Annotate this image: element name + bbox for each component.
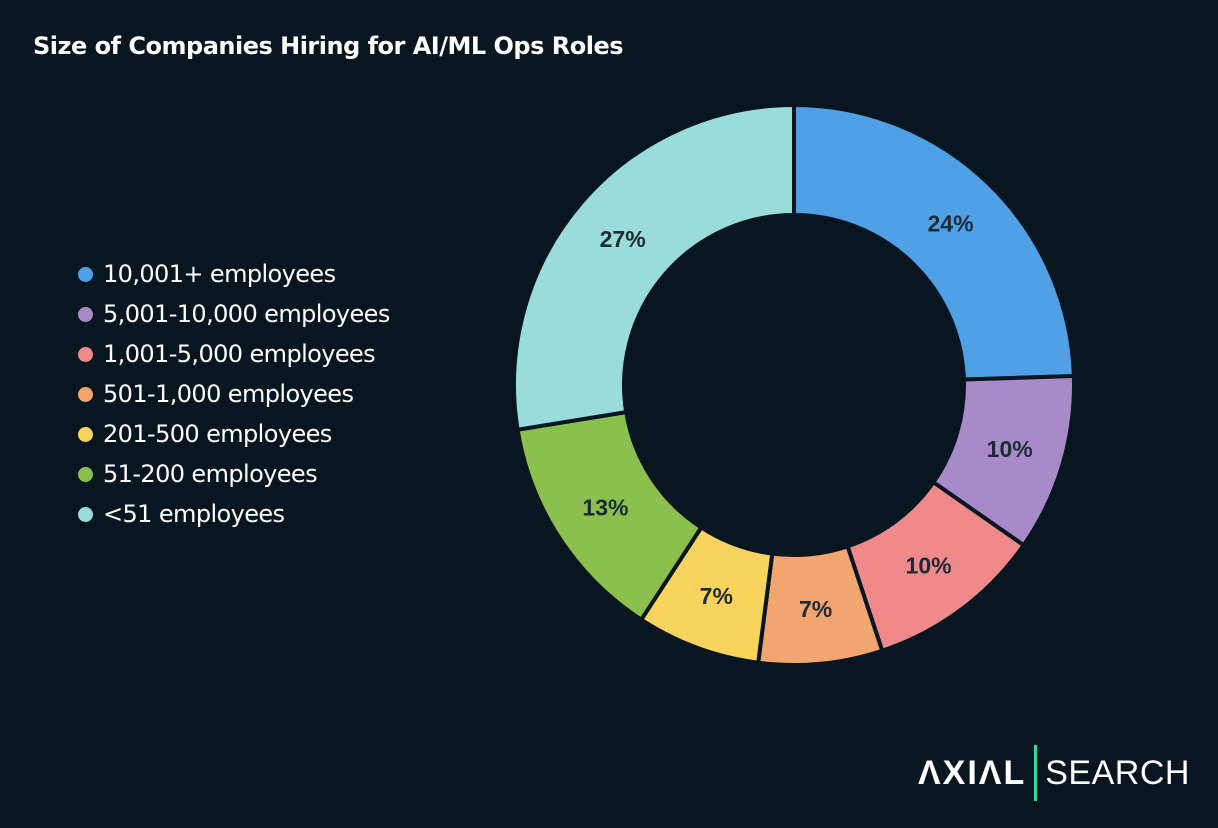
legend-item: 10,001+ employees — [78, 254, 390, 294]
legend-item: 1,001-5,000 employees — [78, 334, 390, 374]
legend-label: <51 employees — [103, 500, 285, 528]
axial-search-logo: ΛXIΛL SEARCH — [918, 745, 1190, 801]
slice-label: 7% — [799, 596, 832, 622]
donut-slice — [512, 102, 796, 432]
slice-label: 7% — [700, 583, 733, 609]
legend: 10,001+ employees 5,001-10,000 employees 1… — [78, 254, 390, 534]
legend-item: 201-500 employees — [78, 414, 390, 454]
legend-item: 501-1,000 employees — [78, 374, 390, 414]
legend-swatch — [78, 306, 93, 322]
legend-item: <51 employees — [78, 494, 390, 534]
slice-label: 13% — [582, 495, 628, 521]
legend-label: 201-500 employees — [103, 420, 332, 448]
slice-label: 27% — [600, 226, 646, 252]
chart-title: Size of Companies Hiring for AI/ML Ops R… — [33, 32, 624, 60]
logo-search-text: SEARCH — [1045, 753, 1190, 792]
slice-label: 24% — [928, 210, 974, 236]
logo-axial-text: ΛXIΛL — [918, 753, 1027, 792]
slice-label: 10% — [987, 436, 1033, 462]
logo-divider — [1034, 745, 1038, 801]
legend-item: 5,001-10,000 employees — [78, 294, 390, 334]
legend-swatch — [78, 506, 93, 522]
legend-swatch — [78, 266, 93, 282]
legend-label: 1,001-5,000 employees — [103, 340, 376, 368]
legend-label: 5,001-10,000 employees — [103, 300, 390, 328]
legend-swatch — [78, 466, 93, 482]
legend-swatch — [78, 346, 93, 362]
slice-label: 10% — [906, 552, 952, 578]
donut-slice — [792, 102, 1076, 382]
legend-label: 501-1,000 employees — [103, 380, 354, 408]
legend-swatch — [78, 426, 93, 442]
legend-swatch — [78, 386, 93, 402]
legend-item: 51-200 employees — [78, 454, 390, 494]
legend-label: 51-200 employees — [103, 460, 318, 488]
legend-label: 10,001+ employees — [103, 260, 336, 288]
